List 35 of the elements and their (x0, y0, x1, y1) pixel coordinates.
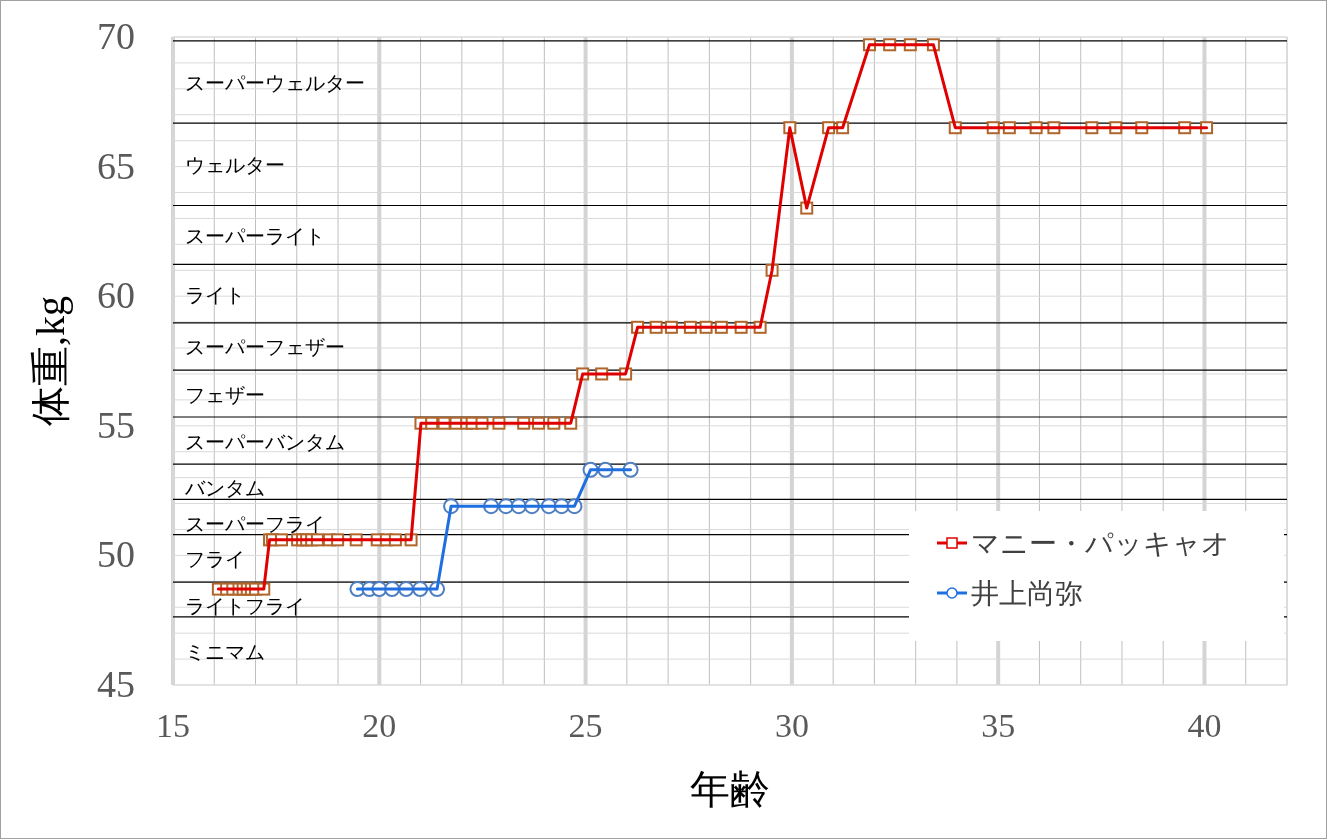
legend-label: 井上尚弥 (971, 577, 1083, 610)
ref-line: スーパーフェザー (172, 322, 1288, 359)
ref-line-label: ライトフライ (185, 594, 305, 617)
ref-line-label: スーパーウェルター (185, 71, 365, 94)
x-axis-title: 年齢 (690, 767, 770, 812)
x-tick-label: 30 (774, 707, 809, 744)
ref-line-label: スーパーフライ (185, 512, 325, 535)
y-axis-title: 体重,kg (28, 296, 73, 426)
x-tick-label: 15 (156, 707, 190, 744)
y-tick-label: 65 (97, 144, 135, 187)
x-tick-label: 20 (362, 707, 397, 744)
ref-line: スーパーバンタム (172, 416, 1288, 453)
ref-line-label: ライト (185, 283, 245, 306)
ref-line-label: ウェルター (185, 154, 285, 177)
y-tick-label: 50 (97, 533, 135, 576)
ref-line-label: ミニマム (185, 640, 265, 663)
ref-line: スーパーライト (172, 204, 1288, 247)
ref-line: バンタム (172, 463, 1288, 500)
x-tick-label: 35 (981, 707, 1016, 744)
ref-line: フェザー (172, 369, 1288, 406)
ref-line-label: フェザー (185, 383, 265, 406)
x-tick-label: 25 (568, 707, 603, 744)
ref-line: スーパーウェルター (172, 40, 1288, 94)
y-tick-label: 45 (97, 663, 135, 705)
y-tick-label: 55 (97, 403, 135, 446)
ref-line: ウェルター (172, 122, 1288, 177)
ref-line-label: スーパーフェザー (185, 336, 345, 359)
ref-line-label: スーパーライト (185, 224, 325, 247)
ref-line-label: フライ (185, 548, 245, 571)
y-tick-label: 70 (97, 15, 135, 57)
ref-line-label: バンタム (184, 477, 265, 500)
ref-line: ライト (172, 263, 1288, 306)
ref-line-label: スーパーバンタム (185, 430, 345, 453)
x-tick-label: 40 (1187, 707, 1222, 744)
y-tick-label: 60 (97, 274, 135, 317)
